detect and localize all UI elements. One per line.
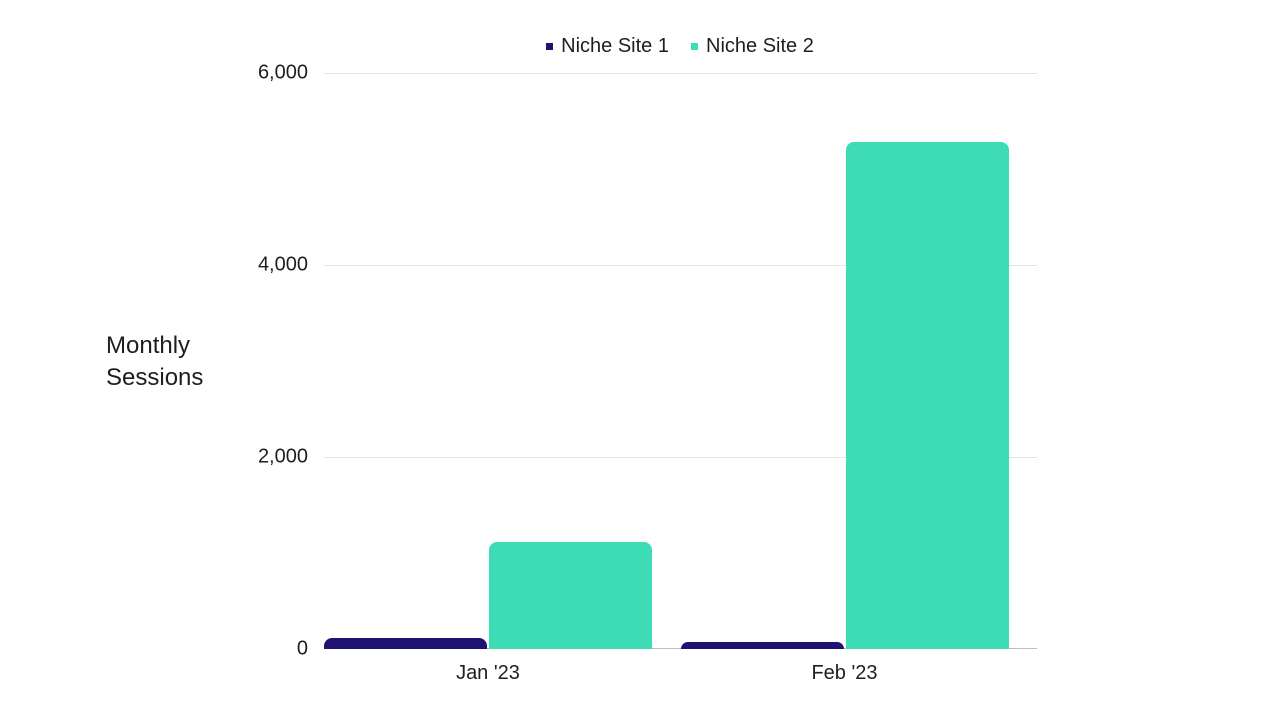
y-axis-title: Monthly Sessions: [106, 330, 203, 394]
y-tick-label: 4,000: [257, 253, 308, 276]
legend-label: Niche Site 1: [561, 35, 669, 57]
y-axis-title-line: Monthly: [106, 332, 191, 359]
bar-niche-site-1-1[interactable]: [680, 641, 844, 649]
x-tick-label: Feb '23: [811, 662, 878, 684]
gridline: [324, 73, 1037, 74]
plot-area: [324, 73, 1037, 649]
legend-swatch-niche-site-1: [546, 43, 554, 50]
bar-niche-site-2-0[interactable]: [489, 541, 652, 649]
y-tick-label: 2,000: [257, 445, 308, 468]
y-tick-label: 0: [296, 637, 308, 660]
gridline: [324, 265, 1037, 266]
legend-label: Niche Site 2: [706, 35, 814, 57]
y-tick-label: 6,000: [257, 61, 308, 84]
legend-item-niche-site-1: Niche Site 1: [546, 35, 669, 58]
bar-niche-site-1-0[interactable]: [324, 637, 487, 649]
chart-legend: Niche Site 1 Niche Site 2: [0, 35, 1280, 58]
bar-niche-site-2-1[interactable]: [845, 142, 1009, 649]
legend-swatch-niche-site-2: [691, 43, 698, 50]
legend-item-niche-site-2: Niche Site 2: [691, 35, 814, 58]
gridline: [324, 457, 1037, 458]
y-axis-title-line: Sessions: [106, 364, 204, 391]
x-tick-label: Jan '23: [456, 662, 520, 684]
